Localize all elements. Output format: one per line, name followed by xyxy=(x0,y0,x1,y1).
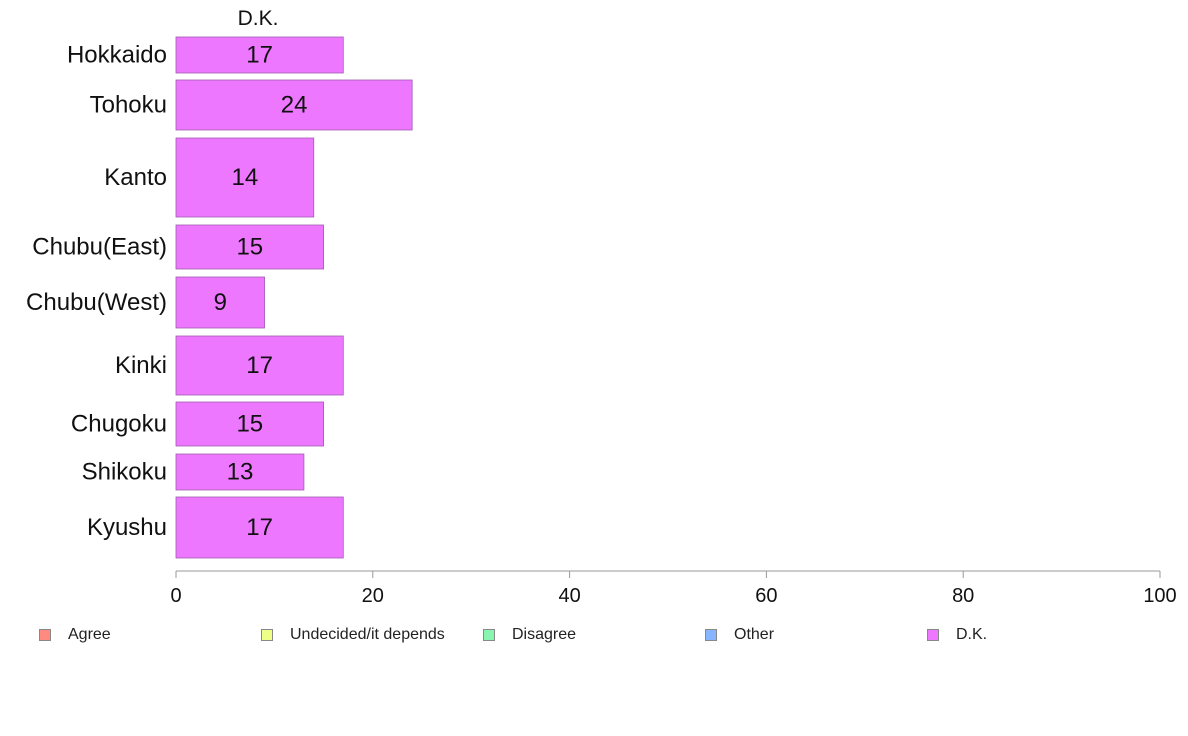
data-label-kinki: 17 xyxy=(246,352,273,379)
legend-item-disagree: Disagree xyxy=(483,624,576,646)
bar-tohoku xyxy=(175,79,413,131)
x-tick-label-80: 80 xyxy=(952,585,974,607)
panel-title: D.K. xyxy=(238,7,279,30)
legend-label-undecided: Undecided/it depends xyxy=(290,626,445,643)
data-label-chubu-east: 15 xyxy=(236,234,263,261)
category-label-tohoku: Tohoku xyxy=(90,92,167,119)
legend-label-dk: D.K. xyxy=(956,626,988,643)
category-label-hokkaido: Hokkaido xyxy=(67,42,167,69)
legend-label-disagree: Disagree xyxy=(512,626,577,643)
legend-swatch-disagree xyxy=(483,629,495,641)
legend-swatch-other xyxy=(705,629,717,641)
bar-kinki xyxy=(175,335,344,396)
legend-swatch-dk xyxy=(927,629,939,641)
category-label-chubu-west: Chubu(West) xyxy=(26,289,167,316)
legend-item-agree: Agree xyxy=(39,624,111,646)
bar-chugoku xyxy=(175,401,325,447)
data-label-chubu-west: 9 xyxy=(214,289,227,316)
x-axis: 0 20 40 60 80 100 xyxy=(170,570,1177,607)
legend-item-undecided: Undecided/it depends xyxy=(261,624,445,646)
x-tick-label-60: 60 xyxy=(755,585,777,607)
category-label-kyushu: Kyushu xyxy=(87,514,167,541)
x-tick-label-100: 100 xyxy=(1143,585,1176,607)
x-tick-label-20: 20 xyxy=(362,585,384,607)
bar-chubu-east xyxy=(175,224,325,270)
x-tick-label-0: 0 xyxy=(170,585,181,607)
category-label-kinki: Kinki xyxy=(115,352,167,379)
legend-item-other: Other xyxy=(705,624,774,646)
category-label-kanto: Kanto xyxy=(104,164,167,191)
legend-label-other: Other xyxy=(734,626,775,643)
data-label-chugoku: 15 xyxy=(236,411,263,438)
category-label-shikoku: Shikoku xyxy=(82,459,167,486)
data-label-kanto: 14 xyxy=(232,164,259,191)
legend-label-agree: Agree xyxy=(68,626,111,643)
data-label-tohoku: 24 xyxy=(281,92,308,119)
bar-kanto xyxy=(175,137,315,218)
data-label-shikoku: 13 xyxy=(227,459,254,486)
bars-group: 17 Hokkaido 24 Tohoku 14 Kanto 15 Chubu(East) 9 C… xyxy=(26,36,413,559)
data-label-kyushu: 17 xyxy=(246,514,273,541)
category-label-chubu-east: Chubu(East) xyxy=(32,234,167,261)
legend-swatch-agree xyxy=(39,629,51,641)
legend: Agree Undecided/it depends Disagree Othe… xyxy=(0,624,1188,648)
legend-item-dk: D.K. xyxy=(927,624,987,646)
legend-swatch-undecided xyxy=(261,629,273,641)
data-label-hokkaido: 17 xyxy=(246,42,273,69)
bar-shikoku xyxy=(175,453,305,491)
bar-kyushu xyxy=(175,496,344,559)
bar-hokkaido xyxy=(175,36,344,74)
category-label-chugoku: Chugoku xyxy=(71,411,167,438)
x-tick-label-40: 40 xyxy=(558,585,580,607)
bar-chubu-west xyxy=(175,276,265,329)
